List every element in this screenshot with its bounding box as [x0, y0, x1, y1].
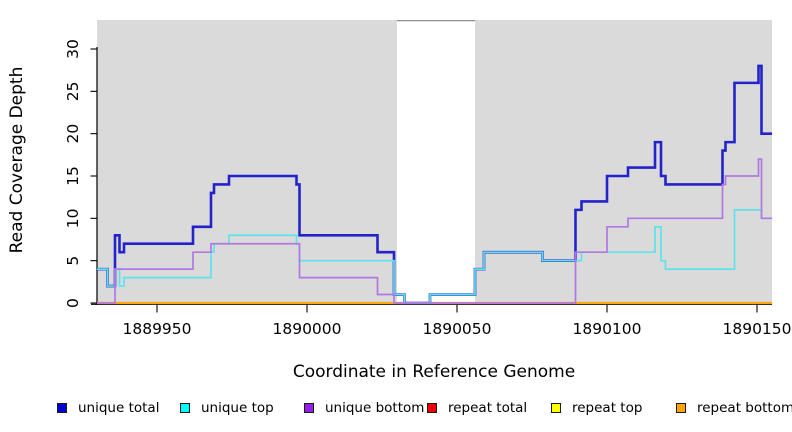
series-lines [97, 64, 772, 305]
legend-swatch [427, 403, 437, 413]
y-axis-ticks: 0 5 10 15 20 25 30 [64, 39, 97, 308]
legend-label: repeat bottom [697, 400, 792, 416]
x-axis-ticks: 1889950 1890000 1890050 1890100 1890150 [122, 305, 792, 338]
legend-label: unique total [78, 400, 160, 416]
legend-swatch [551, 403, 561, 413]
y-tick-label: 5 [64, 256, 82, 266]
y-tick-label: 30 [64, 39, 82, 59]
legend: unique total unique top unique bottom repea… [0, 398, 792, 422]
legend-item-unique-bottom: unique bottom [304, 398, 424, 418]
legend-item-repeat-top: repeat top [551, 398, 642, 418]
legend-label: unique bottom [325, 400, 425, 416]
legend-swatch [676, 403, 686, 413]
y-tick-label: 25 [64, 81, 82, 101]
legend-label: repeat top [572, 400, 643, 416]
legend-label: unique top [201, 400, 274, 416]
y-tick-label: 10 [64, 208, 82, 228]
x-tick-label: 1890050 [422, 320, 491, 338]
legend-item-unique-total: unique total [57, 398, 159, 418]
x-tick-label: 1889950 [122, 320, 191, 338]
y-tick-label: 15 [64, 166, 82, 186]
series-unique-bottom [97, 158, 772, 304]
x-tick-label: 1890150 [722, 320, 791, 338]
highlight-region [397, 20, 475, 305]
legend-item-repeat-total: repeat total [427, 398, 527, 418]
legend-label: repeat total [448, 400, 528, 416]
legend-swatch [304, 403, 314, 413]
legend-swatch [57, 403, 67, 413]
legend-item-repeat-bottom: repeat bottom [676, 398, 792, 418]
y-tick-label: 0 [64, 298, 82, 308]
x-tick-label: 1890100 [572, 320, 641, 338]
legend-swatch [180, 403, 190, 413]
x-tick-label: 1890000 [272, 320, 341, 338]
y-axis-label: Read Coverage Depth [7, 67, 27, 254]
x-axis-label: Coordinate in Reference Genome [293, 362, 575, 382]
series-unique-top [97, 209, 772, 304]
y-tick-label: 20 [64, 124, 82, 144]
legend-item-unique-top: unique top [180, 398, 274, 418]
